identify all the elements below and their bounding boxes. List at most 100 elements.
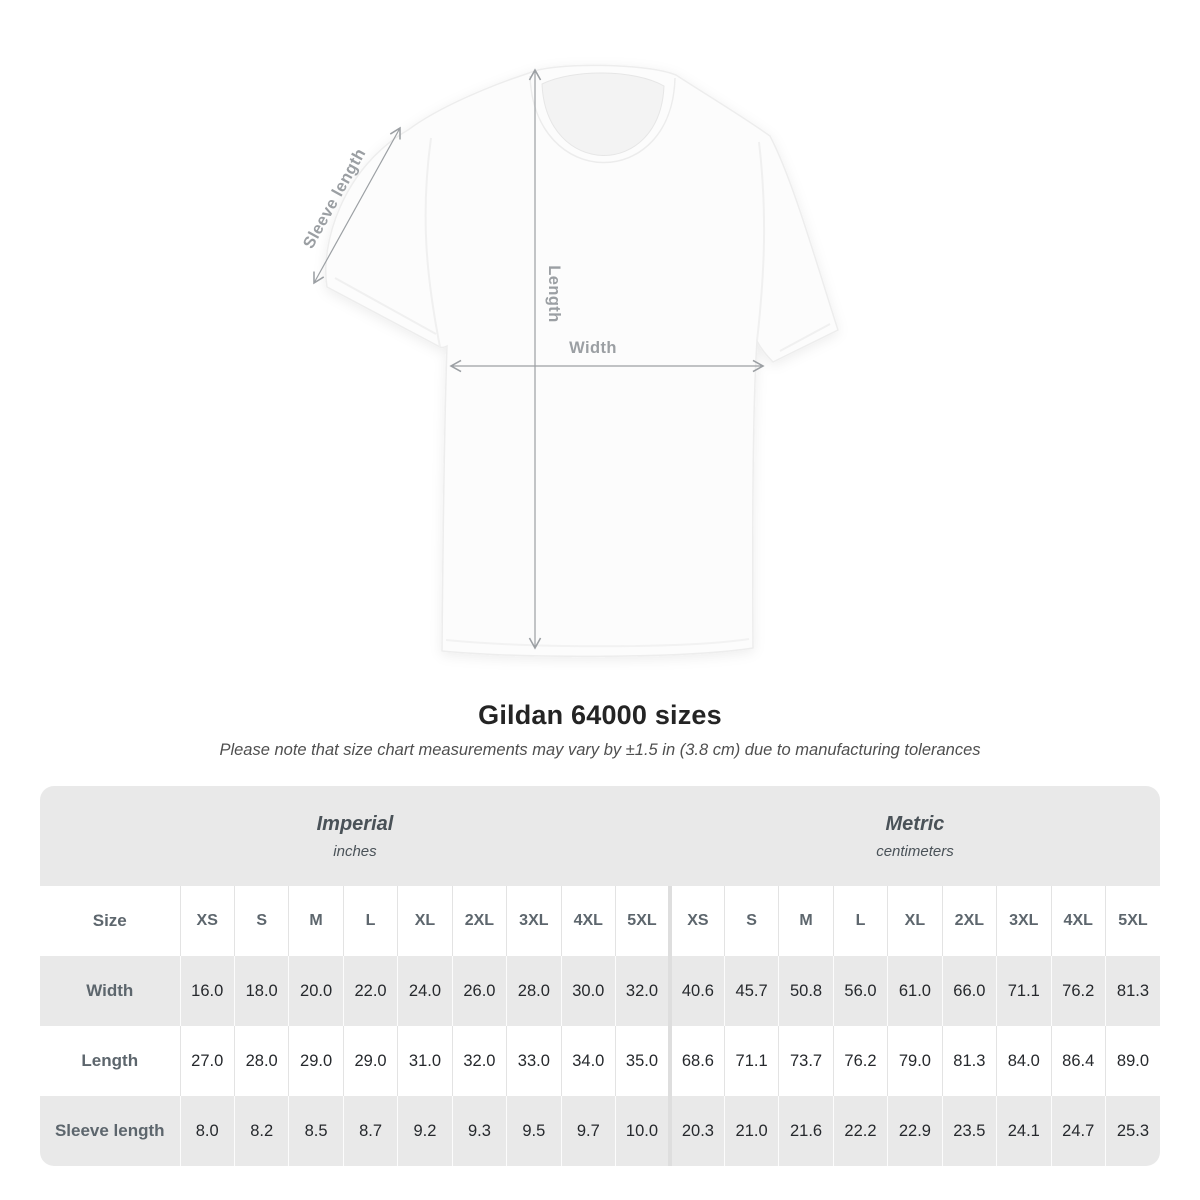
value-cell: 71.1 — [723, 1026, 779, 1096]
value-cell: 9.3 — [451, 1096, 507, 1166]
size-table: Imperial inches Metric centimeters Size … — [40, 786, 1160, 1166]
value-cell: 40.6 — [667, 956, 725, 1026]
size-col-header: XS — [667, 886, 725, 956]
left-sleeve-seam — [424, 137, 441, 348]
sleeve-length-arrow — [313, 126, 401, 285]
value-cell: 24.1 — [996, 1096, 1051, 1166]
value-cell: 68.6 — [667, 1026, 725, 1096]
size-col-header: XS — [179, 886, 235, 956]
value-cell: 21.6 — [778, 1096, 834, 1166]
width-label: Width — [569, 339, 617, 357]
value-cell: 27.0 — [179, 1026, 235, 1096]
measurement-row-label: Sleeve length — [40, 1096, 180, 1166]
size-col-header: XL — [887, 886, 943, 956]
size-col-header: XL — [397, 886, 453, 956]
value-cell: 81.3 — [941, 1026, 997, 1096]
value-cell: 89.0 — [1104, 1026, 1160, 1096]
size-col-header: 2XL — [941, 886, 997, 956]
page-title: Gildan 64000 sizes — [478, 700, 722, 730]
caption-block: Gildan 64000 sizes Please note that size… — [0, 700, 1200, 760]
value-cell: 22.0 — [342, 956, 398, 1026]
right-sleeve-seam — [756, 141, 766, 342]
value-cell: 8.7 — [342, 1096, 398, 1166]
value-cell: 76.2 — [832, 1026, 888, 1096]
imperial-group-header: Imperial inches — [40, 786, 670, 886]
value-cell: 28.0 — [506, 956, 562, 1026]
metric-group-title: Metric — [885, 812, 945, 835]
size-col-header: S — [723, 886, 779, 956]
value-cell: 76.2 — [1050, 956, 1106, 1026]
value-cell: 10.0 — [614, 1096, 670, 1166]
sleeve-length-row: Sleeve length 8.0 8.2 8.5 8.7 9.2 9.3 9.… — [40, 1096, 1160, 1166]
size-row-label: Size — [40, 886, 180, 956]
size-col-header: M — [778, 886, 834, 956]
value-cell: 33.0 — [506, 1026, 562, 1096]
hem-seam — [445, 638, 750, 648]
tolerance-note: Please note that size chart measurements… — [219, 741, 981, 759]
value-cell: 45.7 — [723, 956, 779, 1026]
size-chart-table: Imperial inches Metric centimeters Size … — [40, 786, 1160, 1166]
size-col-header: 3XL — [996, 886, 1051, 956]
tshirt-photo — [325, 64, 839, 658]
unit-group-row: Imperial inches Metric centimeters — [40, 786, 1160, 886]
value-cell: 81.3 — [1104, 956, 1160, 1026]
value-cell: 35.0 — [614, 1026, 670, 1096]
value-cell: 8.2 — [233, 1096, 289, 1166]
neck-opening — [541, 72, 665, 156]
size-col-header: L — [342, 886, 398, 956]
value-cell: 23.5 — [941, 1096, 997, 1166]
value-cell: 24.7 — [1050, 1096, 1106, 1166]
size-col-header: L — [832, 886, 888, 956]
size-header-row: Size XS S M L XL 2XL 3XL 4XL 5XL XS S M … — [40, 886, 1160, 956]
metric-group-header: Metric centimeters — [669, 786, 1160, 886]
imperial-group-title: Imperial — [316, 812, 394, 835]
value-cell: 21.0 — [723, 1096, 779, 1166]
value-cell: 9.5 — [506, 1096, 562, 1166]
tshirt-diagram-svg: Length Width Sleeve length — [300, 64, 839, 658]
right-cuff-seam — [779, 323, 831, 352]
value-cell: 50.8 — [778, 956, 834, 1026]
value-cell: 73.7 — [778, 1026, 834, 1096]
value-cell: 86.4 — [1050, 1026, 1106, 1096]
size-col-header: M — [288, 886, 344, 956]
size-col-header: 5XL — [614, 886, 670, 956]
value-cell: 34.0 — [560, 1026, 616, 1096]
measurement-row-label: Length — [40, 1026, 180, 1096]
value-cell: 16.0 — [179, 956, 235, 1026]
value-cell: 28.0 — [233, 1026, 289, 1096]
value-cell: 61.0 — [887, 956, 943, 1026]
value-cell: 66.0 — [941, 956, 997, 1026]
value-cell: 20.3 — [667, 1096, 725, 1166]
value-cell: 56.0 — [832, 956, 888, 1026]
size-col-header: 4XL — [1050, 886, 1106, 956]
size-col-header: 5XL — [1104, 886, 1160, 956]
size-col-header: S — [233, 886, 289, 956]
value-cell: 30.0 — [560, 956, 616, 1026]
value-cell: 20.0 — [288, 956, 344, 1026]
imperial-group-unit: inches — [333, 842, 377, 860]
value-cell: 26.0 — [451, 956, 507, 1026]
value-cell: 71.1 — [996, 956, 1051, 1026]
value-cell: 18.0 — [233, 956, 289, 1026]
size-col-header: 3XL — [506, 886, 562, 956]
value-cell: 9.2 — [397, 1096, 453, 1166]
value-cell: 8.0 — [179, 1096, 235, 1166]
value-cell: 22.9 — [887, 1096, 943, 1166]
value-cell: 29.0 — [342, 1026, 398, 1096]
size-col-header: 4XL — [560, 886, 616, 956]
length-row: Length 27.0 28.0 29.0 29.0 31.0 32.0 33.… — [40, 1026, 1160, 1096]
metric-group-unit: centimeters — [876, 842, 954, 860]
value-cell: 22.2 — [832, 1096, 888, 1166]
value-cell: 9.7 — [560, 1096, 616, 1166]
value-cell: 25.3 — [1104, 1096, 1160, 1166]
value-cell: 32.0 — [451, 1026, 507, 1096]
value-cell: 32.0 — [614, 956, 670, 1026]
length-label: Length — [545, 265, 563, 322]
width-row: Width 16.0 18.0 20.0 22.0 24.0 26.0 28.0… — [40, 956, 1160, 1026]
value-cell: 24.0 — [397, 956, 453, 1026]
measurement-annotations — [313, 68, 765, 650]
value-cell: 29.0 — [288, 1026, 344, 1096]
left-cuff-seam — [334, 277, 437, 335]
value-cell: 8.5 — [288, 1096, 344, 1166]
size-col-header: 2XL — [451, 886, 507, 956]
